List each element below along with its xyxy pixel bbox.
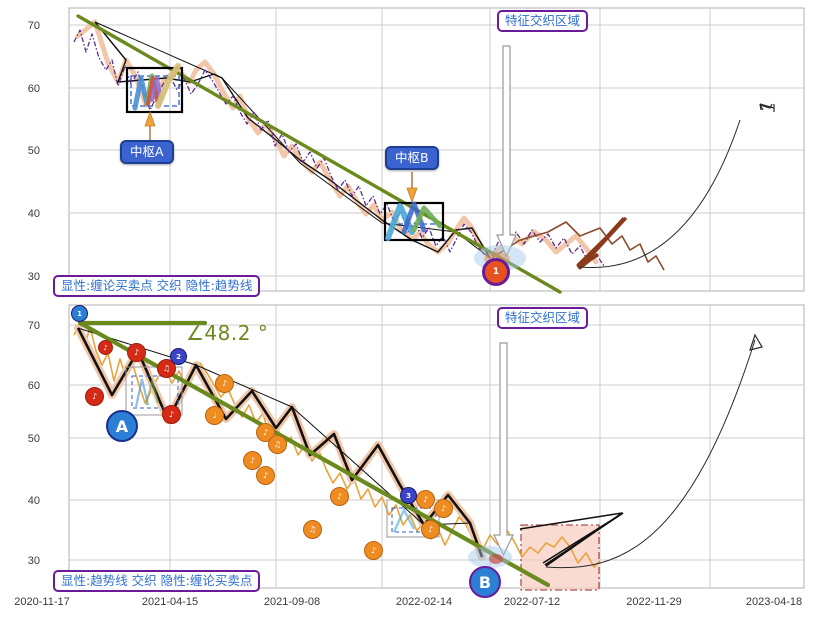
top-panel: 70 60 50 40 30 <box>0 0 813 300</box>
top-y-axis: 70 60 50 40 30 <box>28 20 40 283</box>
buy-marker[interactable]: ♫ <box>303 520 322 539</box>
bottom-panel-legend: 显性:趋势线 交织 隐性:缠论买卖点 <box>53 570 261 592</box>
buy-marker[interactable]: ♫ <box>268 435 287 454</box>
bottom-panel: 70 60 50 40 30 <box>0 295 813 617</box>
black-pointer-arrow <box>519 512 623 567</box>
xtick-label: 2022-07-12 <box>504 596 560 608</box>
plot-frame <box>68 304 805 589</box>
pivot-box-b <box>383 201 445 242</box>
wave-marker-3[interactable]: 3 <box>400 487 417 504</box>
buy-signal-marker-top[interactable]: 1 <box>482 258 510 286</box>
ytick-label: 40 <box>28 495 40 507</box>
ytick-label: 70 <box>28 20 40 32</box>
sell-marker[interactable]: ♫ <box>157 359 176 378</box>
x-axis: 2020-11-17 2021-04-15 2021-09-08 2022-02… <box>14 596 802 608</box>
ytick-label: 60 <box>28 380 40 392</box>
xtick-label: 2021-04-15 <box>142 596 198 608</box>
xtick-label: 2023-04-18 <box>746 596 802 608</box>
buy-marker[interactable]: ♪ <box>256 466 275 485</box>
xtick-label: 2021-09-08 <box>264 596 320 608</box>
buy-marker[interactable]: ♪ <box>243 451 262 470</box>
wave-marker-2[interactable]: 2 <box>170 348 187 365</box>
projection-curve <box>545 333 763 569</box>
ytick-label: 50 <box>28 145 40 157</box>
bottom-panel-plot: 70 60 50 40 30 <box>14 304 805 608</box>
signal-halo-inner <box>489 554 503 564</box>
sell-marker[interactable]: ♪ <box>127 343 146 362</box>
buy-marker[interactable]: ♩ <box>205 406 224 425</box>
wave-marker-1[interactable]: 1 <box>71 305 88 322</box>
price-line-purple <box>73 29 486 257</box>
buy-marker[interactable]: ♪ <box>421 520 440 539</box>
feature-zone-arrow <box>496 45 517 258</box>
ytick-label: 30 <box>28 271 40 283</box>
feature-zone-label-bottom: 特征交织区域 <box>497 307 589 329</box>
feature-zone-label-top: 特征交织区域 <box>497 10 589 32</box>
buy-marker[interactable]: ♪ <box>416 490 435 509</box>
angle-annotation: ∠48.2 ° <box>186 321 269 345</box>
xtick-label: 2022-11-29 <box>626 596 681 608</box>
pivot-marker-b[interactable]: B <box>469 566 501 598</box>
top-panel-plot: 70 60 50 40 30 <box>28 7 805 294</box>
pivot-b-callout[interactable]: 中枢B <box>385 146 439 170</box>
sell-marker[interactable]: ♪ <box>85 387 104 406</box>
xtick-label: 2022-02-14 <box>396 596 452 608</box>
ytick-label: 50 <box>28 433 40 445</box>
top-panel-legend: 显性:缠论买卖点 交织 隐性:趋势线 <box>53 275 261 297</box>
pivot-b-pointer <box>406 172 418 204</box>
sell-marker[interactable]: ♪ <box>162 405 181 424</box>
buy-marker[interactable]: ♪ <box>330 487 349 506</box>
ytick-label: 70 <box>28 320 40 332</box>
sell-marker[interactable]: ♪ <box>98 340 113 355</box>
buy-marker[interactable]: ♪ <box>364 541 383 560</box>
price-line-purple-right <box>491 229 605 267</box>
ytick-label: 40 <box>28 208 40 220</box>
pivot-small-box-a <box>125 366 183 416</box>
pivot-a-callout[interactable]: 中枢A <box>120 140 174 164</box>
buy-marker[interactable]: ♪ <box>215 374 234 393</box>
xtick-label: 2020-11-17 <box>14 596 69 608</box>
projection-curve <box>579 103 775 268</box>
bottom-y-axis: 70 60 50 40 30 <box>28 320 40 567</box>
price-line-brown <box>491 221 665 271</box>
pivot-a-pointer <box>144 110 156 140</box>
brown-pointer <box>576 216 628 270</box>
buy-marker[interactable]: ♪ <box>434 499 453 518</box>
ytick-label: 60 <box>28 83 40 95</box>
pivot-box-a <box>125 63 184 114</box>
pivot-marker-a[interactable]: A <box>106 410 138 442</box>
ytick-label: 30 <box>28 555 40 567</box>
trend-line-green <box>76 14 562 294</box>
feature-zone-arrow <box>493 342 514 557</box>
